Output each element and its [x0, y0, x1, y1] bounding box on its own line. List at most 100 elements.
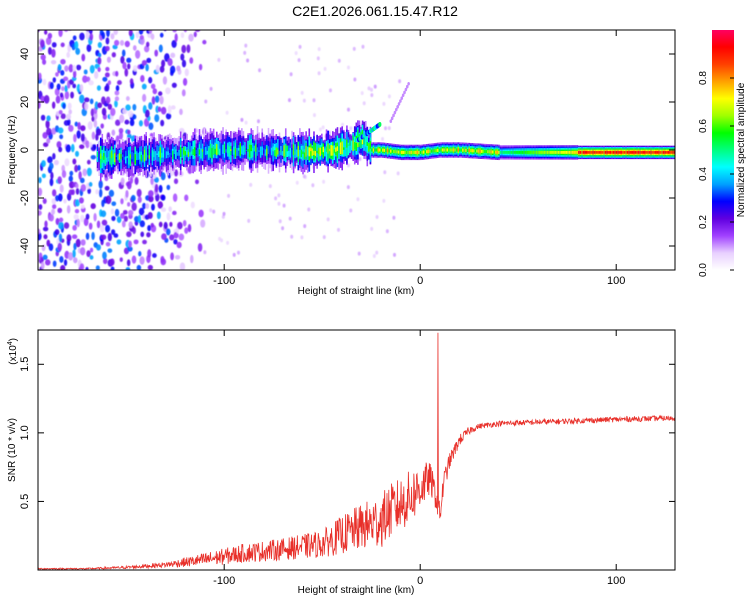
noise-blob: [68, 175, 74, 182]
ridge-cell: [375, 148, 378, 152]
noise-blob: [60, 58, 66, 65]
snr-series-line: [38, 332, 675, 570]
noise-blob: [387, 126, 391, 131]
noise-blob: [193, 31, 197, 38]
noise-blob: [52, 204, 57, 210]
ridge-cell: [584, 151, 587, 154]
noise-blob: [244, 43, 248, 48]
noise-blob: [107, 103, 113, 110]
ridge-cell: [280, 149, 282, 153]
noise-blob: [40, 114, 46, 121]
ridge-cell: [645, 151, 648, 154]
ridge-cell: [342, 147, 345, 150]
ridge-cell: [509, 150, 511, 154]
ridge-plume: [392, 113, 395, 118]
noise-blob: [93, 213, 97, 222]
ridge-cell: [361, 136, 364, 145]
noise-blob: [86, 44, 92, 53]
ridge-cell: [215, 143, 218, 156]
noise-blob: [136, 264, 142, 270]
noise-blob: [138, 120, 143, 127]
noise-blob: [178, 233, 185, 241]
noise-blob: [48, 213, 54, 222]
ridge-cell: [115, 155, 118, 159]
noise-blob: [298, 44, 302, 49]
noise-blob: [64, 158, 70, 167]
snr-scale-base: (x10: [8, 345, 19, 365]
ridge-cell: [386, 149, 389, 153]
spectrogram-ridge: [96, 81, 675, 182]
noise-blob: [41, 173, 46, 179]
spectrogram-x-tick-label: 0: [417, 275, 423, 287]
noise-blob: [85, 266, 89, 270]
ridge-cell: [435, 148, 438, 153]
ridge-cell: [468, 149, 471, 153]
noise-blob: [51, 208, 56, 215]
ridge-cell: [261, 146, 264, 155]
ridge-cell: [482, 149, 485, 153]
noise-blob: [202, 39, 207, 45]
noise-blob: [74, 208, 80, 214]
ridge-cell: [448, 148, 450, 152]
ridge-cell: [140, 154, 143, 162]
noise-blob: [198, 63, 203, 71]
noise-blob: [58, 193, 63, 202]
noise-blob: [353, 77, 357, 82]
noise-blob: [51, 42, 57, 48]
noise-blob: [74, 199, 80, 207]
noise-blob: [268, 184, 272, 189]
noise-blob: [307, 207, 311, 212]
noise-blob: [166, 184, 171, 191]
noise-blob: [278, 219, 282, 224]
noise-blob: [311, 183, 315, 188]
ridge-cell: [669, 151, 671, 154]
noise-blob: [67, 102, 72, 110]
noise-blob: [58, 217, 64, 223]
noise-blob: [144, 109, 150, 118]
noise-blob: [77, 164, 81, 171]
noise-blob: [40, 39, 45, 49]
ridge-cell: [303, 152, 306, 159]
ridge-cell: [501, 150, 503, 154]
noise-blob: [72, 83, 77, 89]
noise-blob: [105, 82, 110, 92]
noise-blob: [102, 251, 107, 260]
colorbar-tick-label: 0.0: [698, 263, 709, 277]
noise-blob: [127, 246, 133, 252]
ridge-cell: [548, 150, 550, 154]
ridge-cell: [372, 148, 375, 152]
ridge-cell: [212, 146, 215, 155]
spectrogram-x-tick-label: -100: [213, 275, 235, 287]
noise-blob: [154, 114, 160, 123]
noise-blob: [101, 219, 108, 226]
noise-blob: [393, 252, 397, 257]
noise-blob: [115, 119, 121, 126]
ridge-cell: [473, 149, 475, 153]
noise-blob: [373, 84, 377, 89]
noise-blob: [85, 140, 90, 149]
noise-blob: [227, 193, 231, 198]
ridge-plume: [390, 116, 394, 121]
snr-x-ticks: -100 0 100: [213, 330, 625, 587]
noise-blob: [86, 159, 91, 165]
ridge-cell: [534, 150, 536, 154]
snr-panel: -100 0 100 0.5 1.0 1.5 Height of straight li…: [7, 329, 676, 596]
noise-blob: [212, 209, 216, 214]
ridge-cell: [480, 149, 483, 153]
ridge-cell: [507, 150, 510, 154]
ridge-cell: [416, 150, 419, 154]
noise-blob: [121, 220, 126, 228]
noise-blob: [165, 87, 171, 95]
noise-blob: [101, 31, 106, 40]
ridge-cell: [523, 150, 525, 154]
ridge-cell: [314, 142, 317, 159]
ridge-cell: [131, 151, 133, 160]
ridge-cell: [620, 151, 623, 154]
ridge-cell: [495, 150, 497, 154]
ridge-cell: [394, 150, 397, 154]
noise-blob: [337, 227, 341, 232]
noise-blob: [46, 115, 51, 122]
ridge-cell: [526, 150, 529, 154]
ridge-cell: [665, 151, 668, 154]
spectrogram-y-axis-label: Frequency (Hz): [7, 116, 18, 185]
